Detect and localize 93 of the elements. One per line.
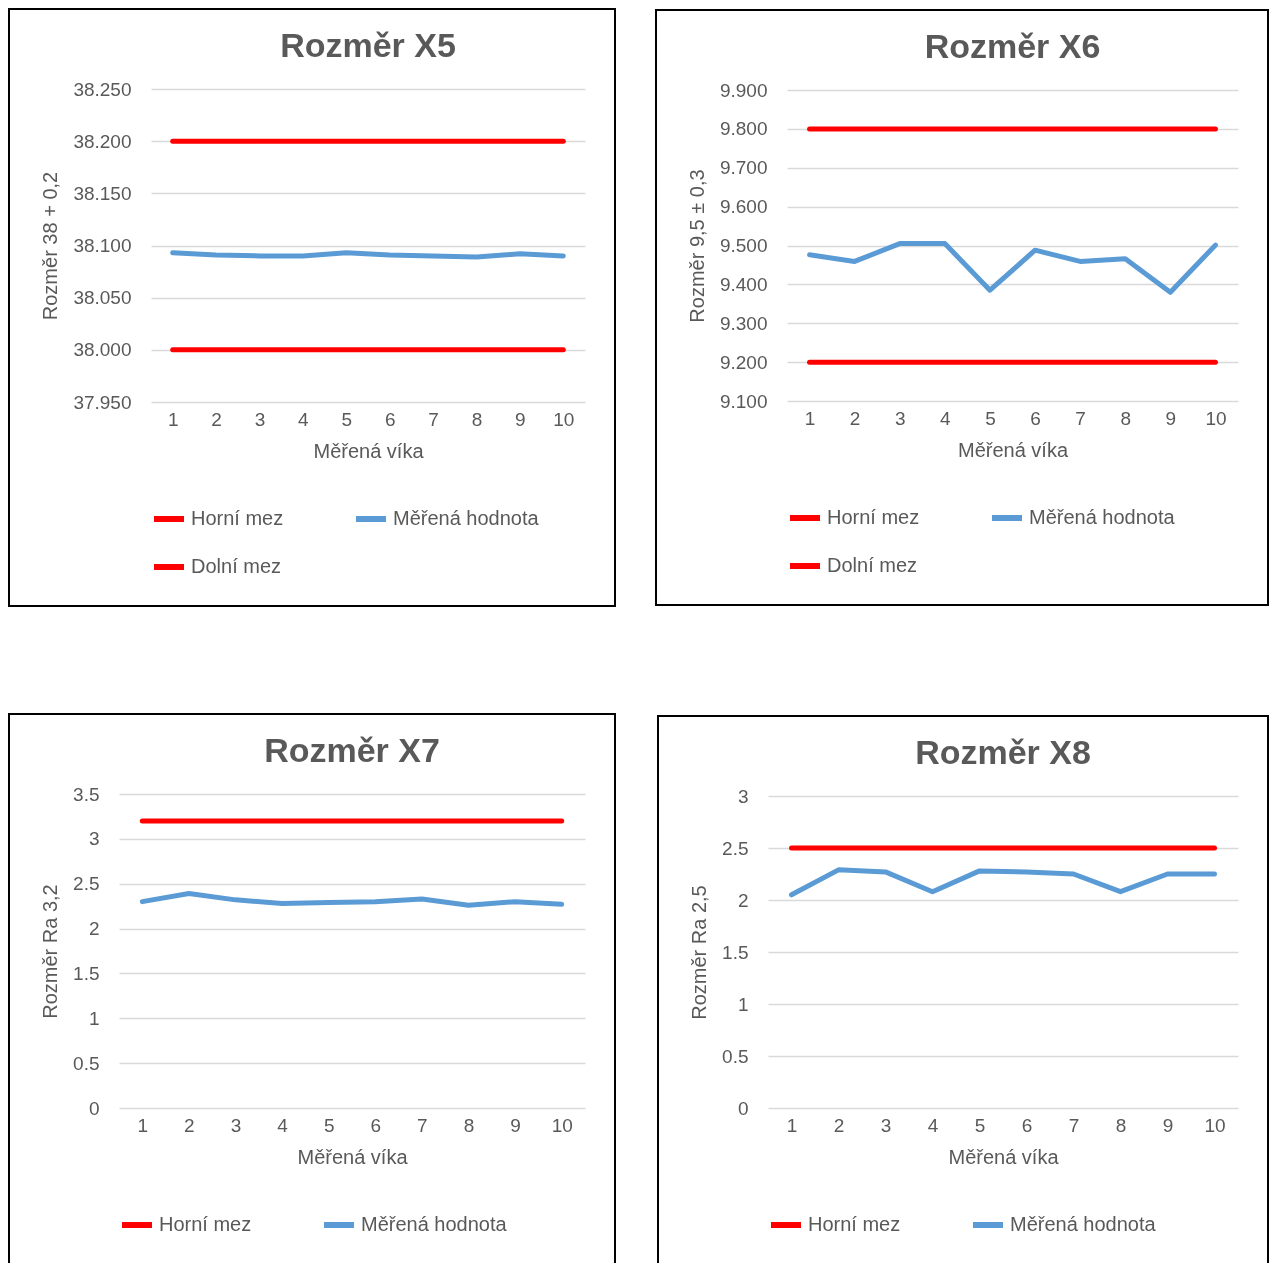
y-tick-label: 3 xyxy=(737,785,749,807)
legend-label: Horní mez xyxy=(191,507,284,529)
y-tick-label: 37.950 xyxy=(73,391,132,413)
x-axis-title: Měřená víka xyxy=(957,438,1069,461)
x-tick-label: 3 xyxy=(880,1114,892,1136)
y-axis-title: Rozměr Ra 3,2 xyxy=(39,884,62,1019)
x-tick-label: 5 xyxy=(974,1114,986,1136)
x-tick-label: 1 xyxy=(786,1114,798,1136)
legend-label: Horní mez xyxy=(827,506,920,528)
x-tick-label: 2 xyxy=(211,408,222,430)
y-tick-label: 38.250 xyxy=(73,78,132,100)
x-tick-label: 10 xyxy=(1204,1114,1226,1136)
x-tick-label: 3 xyxy=(254,408,266,430)
x-tick-label: 5 xyxy=(323,1114,335,1136)
x-tick-label: 6 xyxy=(384,408,396,430)
y-tick-label: 38.150 xyxy=(73,182,132,204)
y-tick-label: 0.5 xyxy=(722,1045,749,1067)
legend-label: Měřená hodnota xyxy=(1010,1213,1157,1235)
y-tick-label: 9.700 xyxy=(719,157,768,179)
y-tick-label: 3.5 xyxy=(73,783,100,805)
y-tick-label: 1.5 xyxy=(73,962,100,984)
y-tick-label: 9.500 xyxy=(719,235,768,256)
x-tick-label: 6 xyxy=(1021,1114,1033,1136)
x-tick-label: 2 xyxy=(849,407,861,429)
y-axis-title: Rozměr 38 + 0,2 xyxy=(39,171,62,321)
x-tick-label: 4 xyxy=(940,407,952,429)
y-tick-label: 38.200 xyxy=(73,130,132,152)
y-tick-label: 38.100 xyxy=(73,235,132,256)
legend-label: Horní mez xyxy=(808,1213,901,1235)
y-axis-title: Rozměr 9,5 ± 0,3 xyxy=(685,169,708,323)
chart-title: Rozměr X7 xyxy=(264,731,440,769)
y-tick-label: 0.5 xyxy=(73,1052,100,1074)
x-tick-label: 3 xyxy=(894,407,906,429)
y-tick-label: 2 xyxy=(88,918,100,940)
y-tick-label: 2.5 xyxy=(722,837,749,859)
y-tick-label: 9.900 xyxy=(719,79,768,101)
y-tick-label: 2 xyxy=(737,889,749,911)
y-tick-label: 9.600 xyxy=(719,196,768,218)
y-tick-label: 9.800 xyxy=(719,118,768,140)
x-tick-label: 8 xyxy=(471,408,483,430)
x-tick-label: 6 xyxy=(1030,407,1041,429)
y-tick-label: 0 xyxy=(88,1097,100,1119)
y-tick-label: 38.050 xyxy=(73,287,132,309)
x-axis-title: Měřená víka xyxy=(948,1145,1060,1168)
x-tick-label: 7 xyxy=(1068,1114,1080,1136)
legend-label: Dolní mez xyxy=(191,555,282,577)
x-tick-label: 4 xyxy=(927,1114,939,1136)
x-tick-label: 1 xyxy=(167,408,179,430)
y-tick-label: 9.300 xyxy=(719,312,768,334)
x-tick-label: 8 xyxy=(1115,1114,1127,1136)
x-tick-label: 5 xyxy=(341,408,353,430)
chart-title: Rozměr X5 xyxy=(280,26,456,64)
y-axis-title: Rozměr Ra 2,5 xyxy=(688,885,711,1020)
x-tick-label: 4 xyxy=(298,408,310,430)
legend-label: Měřená hodnota xyxy=(393,507,540,529)
x-tick-label: 4 xyxy=(277,1114,289,1136)
x-tick-label: 7 xyxy=(428,408,439,430)
x-tick-label: 10 xyxy=(551,1114,573,1136)
x-tick-label: 10 xyxy=(553,408,575,430)
y-tick-label: 38.000 xyxy=(73,339,132,361)
x-axis-title: Měřená víka xyxy=(297,1145,409,1168)
legend-label: Dolní mez xyxy=(827,554,918,576)
chart-title: Rozměr X8 xyxy=(915,733,1091,771)
x-tick-label: 3 xyxy=(230,1114,242,1136)
y-tick-label: 1.5 xyxy=(722,941,749,963)
legend-label: Měřená hodnota xyxy=(1029,506,1176,528)
y-tick-label: 3 xyxy=(88,828,100,850)
y-tick-label: 9.400 xyxy=(719,273,768,295)
x-tick-label: 8 xyxy=(1120,407,1132,429)
x-tick-label: 1 xyxy=(804,407,816,429)
x-tick-label: 7 xyxy=(417,1114,428,1136)
y-tick-label: 9.100 xyxy=(719,390,768,412)
legend-label: Měřená hodnota xyxy=(361,1213,508,1235)
x-tick-label: 1 xyxy=(137,1114,149,1136)
x-tick-label: 7 xyxy=(1075,407,1086,429)
x-tick-label: 9 xyxy=(510,1114,521,1136)
x-tick-label: 6 xyxy=(370,1114,382,1136)
x-tick-label: 5 xyxy=(985,407,996,429)
x-tick-label: 9 xyxy=(515,408,526,430)
legend-label: Horní mez xyxy=(159,1213,252,1235)
y-tick-label: 1 xyxy=(88,1007,100,1029)
x-tick-label: 2 xyxy=(833,1114,845,1136)
x-tick-label: 2 xyxy=(184,1114,195,1136)
chart-title: Rozměr X6 xyxy=(924,27,1101,65)
y-tick-label: 2.5 xyxy=(73,873,100,895)
x-tick-label: 10 xyxy=(1205,407,1227,429)
x-tick-label: 8 xyxy=(463,1114,475,1136)
y-tick-label: 0 xyxy=(737,1097,749,1119)
x-tick-label: 9 xyxy=(1165,407,1177,429)
y-tick-label: 9.200 xyxy=(719,351,768,373)
x-axis-title: Měřená víka xyxy=(313,439,425,462)
x-tick-label: 9 xyxy=(1162,1114,1174,1136)
y-tick-label: 1 xyxy=(737,993,749,1015)
